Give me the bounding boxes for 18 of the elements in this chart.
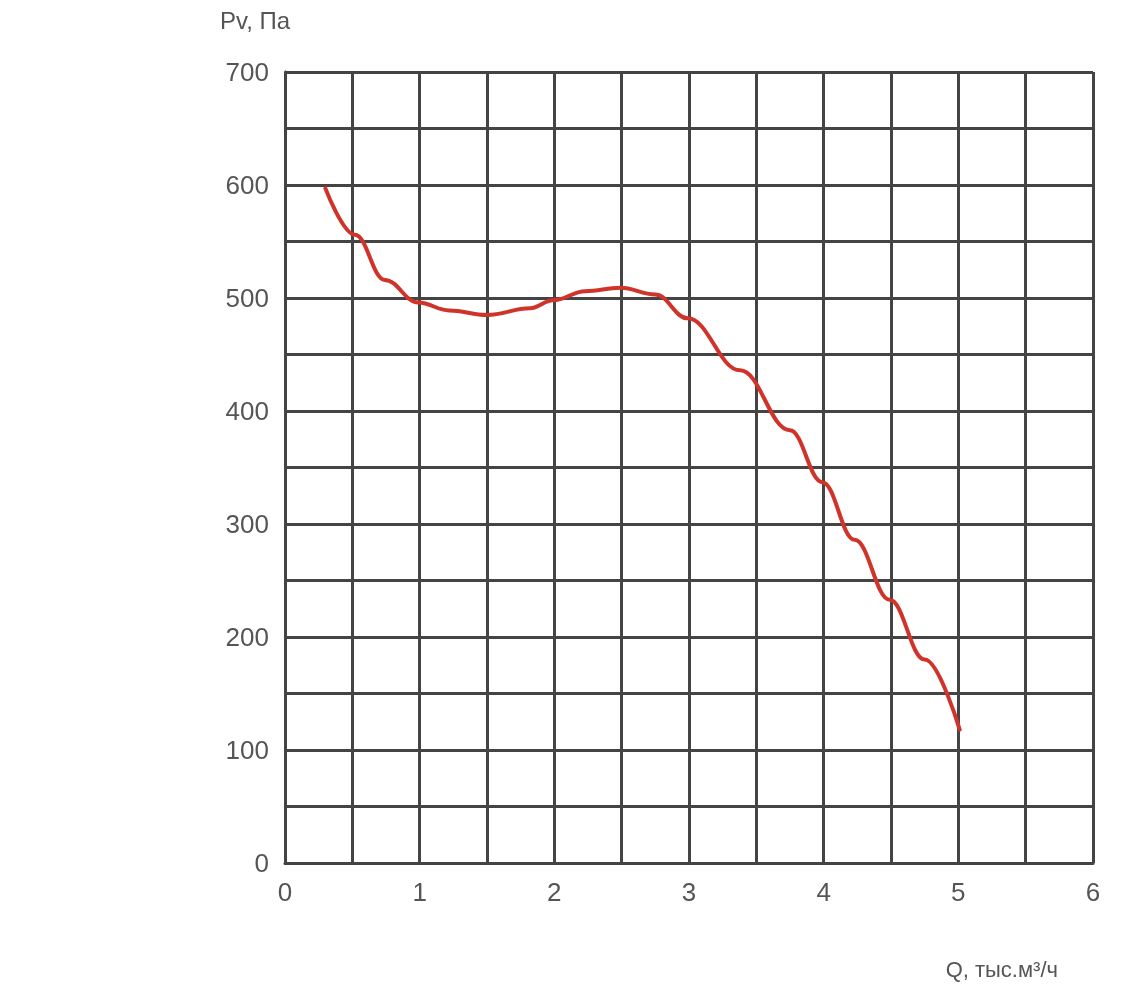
x-tick-label: 2: [547, 877, 562, 907]
x-tick-label: 1: [412, 877, 427, 907]
y-tick-label: 100: [225, 735, 269, 765]
line-series: [323, 186, 962, 732]
x-axis-title: Q, тыс.м³/ч: [945, 956, 1058, 982]
y-tick-label: 500: [225, 283, 269, 313]
y-tick-label: 700: [225, 57, 269, 87]
y-axis-title: Pv, Па: [219, 6, 291, 34]
y-tick-label: 0: [254, 848, 269, 878]
y-tick-label: 600: [225, 170, 269, 200]
y-tick-label: 300: [225, 509, 269, 539]
y-tick-label: 400: [225, 396, 269, 426]
x-tick-label: 5: [951, 877, 966, 907]
x-tick-label: 3: [681, 877, 697, 907]
x-tick-label: 4: [816, 877, 831, 907]
x-tick-label: 0: [277, 877, 293, 907]
x-tick-label: 6: [1085, 877, 1101, 907]
y-tick-label: 200: [225, 622, 269, 652]
